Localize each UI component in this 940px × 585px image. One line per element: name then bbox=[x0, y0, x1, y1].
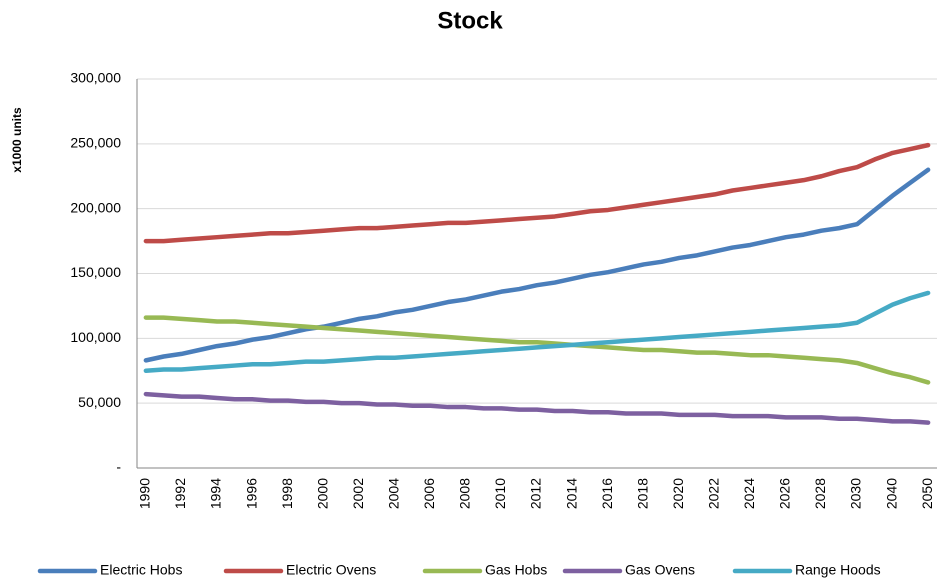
x-tick-label: 1990 bbox=[137, 478, 153, 509]
series-line bbox=[143, 167, 931, 363]
y-tick-label: 50,000 bbox=[78, 394, 121, 410]
series-line bbox=[143, 391, 931, 425]
x-tick-label: 2020 bbox=[670, 478, 686, 509]
x-tick-label: 1998 bbox=[279, 478, 295, 509]
x-tick-label: 2040 bbox=[883, 478, 899, 509]
legend-label: Range Hoods bbox=[795, 562, 881, 578]
y-tick-label: 200,000 bbox=[70, 199, 121, 215]
x-tick-label: 1996 bbox=[243, 478, 259, 509]
x-tick-label: 2002 bbox=[350, 478, 366, 509]
x-tick-label: 2012 bbox=[528, 478, 544, 509]
x-tick-label: 2004 bbox=[385, 478, 401, 509]
x-tick-label: 2018 bbox=[634, 478, 650, 509]
x-tick-label: 2010 bbox=[492, 478, 508, 509]
x-tick-label: 2028 bbox=[812, 478, 828, 509]
x-tick-label: 1994 bbox=[208, 478, 224, 509]
legend-label: Electric Ovens bbox=[286, 562, 376, 578]
x-tick-label: 2016 bbox=[599, 478, 615, 509]
series-line bbox=[143, 290, 931, 373]
legend-label: Gas Hobs bbox=[485, 562, 547, 578]
y-axis-label: x1000 units bbox=[10, 107, 24, 173]
legend-label: Electric Hobs bbox=[100, 562, 182, 578]
x-tick-label: 2050 bbox=[919, 478, 935, 509]
series-line bbox=[143, 315, 931, 385]
y-tick-label: 100,000 bbox=[70, 329, 121, 345]
x-tick-label: 1992 bbox=[172, 478, 188, 509]
x-tick-label: 2006 bbox=[421, 478, 437, 509]
y-tick-label: - bbox=[116, 459, 121, 475]
x-tick-label: 2000 bbox=[314, 478, 330, 509]
x-tick-label: 2014 bbox=[563, 478, 579, 509]
x-tick-label: 2022 bbox=[705, 478, 721, 509]
x-tick-label: 2030 bbox=[848, 478, 864, 509]
x-tick-label: 2008 bbox=[457, 478, 473, 509]
y-tick-label: 250,000 bbox=[70, 135, 121, 151]
series-line bbox=[143, 142, 931, 244]
y-tick-label: 300,000 bbox=[70, 70, 121, 86]
x-tick-label: 2026 bbox=[777, 478, 793, 509]
chart-title: Stock bbox=[437, 7, 503, 34]
x-tick-label: 2024 bbox=[741, 478, 757, 509]
legend-label: Gas Ovens bbox=[625, 562, 695, 578]
y-tick-label: 150,000 bbox=[70, 264, 121, 280]
